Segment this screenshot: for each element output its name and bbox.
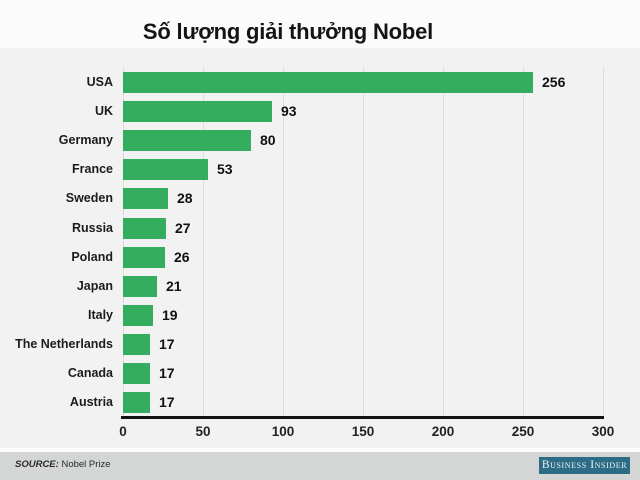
value-label: 256 xyxy=(542,74,566,90)
value-label: 17 xyxy=(159,336,175,352)
category-label: Sweden xyxy=(65,191,113,205)
bar xyxy=(123,188,168,209)
x-tick-label: 200 xyxy=(431,424,455,439)
bar xyxy=(123,72,533,93)
bar xyxy=(123,218,166,239)
value-label: 53 xyxy=(217,161,233,177)
value-label: 27 xyxy=(175,220,191,236)
category-label: Japan xyxy=(76,279,113,293)
bar xyxy=(123,276,157,297)
category-label: Russia xyxy=(72,221,113,235)
bar xyxy=(123,392,150,413)
bar-row: Russia 27 xyxy=(0,218,640,239)
business-insider-logo: Business Insider xyxy=(539,457,630,474)
value-label: 19 xyxy=(162,307,178,323)
bar xyxy=(123,247,165,268)
value-label: 26 xyxy=(174,249,190,265)
category-label: USA xyxy=(86,75,113,89)
x-tick-label: 300 xyxy=(591,424,615,439)
gridline xyxy=(283,68,284,417)
bar-row: Japan 21 xyxy=(0,276,640,297)
gridline xyxy=(203,68,204,417)
value-label: 21 xyxy=(166,278,182,294)
x-tick-label: 250 xyxy=(511,424,535,439)
value-label: 28 xyxy=(177,190,193,206)
x-tick-label: 100 xyxy=(271,424,295,439)
chart-title: Số lượng giải thưởng Nobel xyxy=(142,19,434,44)
bar xyxy=(123,305,153,326)
category-label: The Netherlands xyxy=(15,337,113,351)
bar-row: Sweden 28 xyxy=(0,188,640,209)
bar xyxy=(123,334,150,355)
gridline xyxy=(443,68,444,417)
footer-bar: SOURCE: Nobel Prize Business Insider xyxy=(0,452,640,480)
bar-row: Italy 19 xyxy=(0,305,640,326)
bar-row: Poland 26 xyxy=(0,247,640,268)
gridline xyxy=(523,68,524,417)
x-tick-label: 150 xyxy=(351,424,375,439)
source-note: SOURCE: Nobel Prize xyxy=(15,459,111,470)
source-label: SOURCE: xyxy=(15,459,59,470)
value-label: 93 xyxy=(281,103,297,119)
bar xyxy=(123,130,251,151)
category-label: Poland xyxy=(71,250,113,264)
category-label: Austria xyxy=(69,395,113,409)
gridline xyxy=(603,68,604,417)
bar-row: UK 93 xyxy=(0,101,640,122)
x-tick-label: 0 xyxy=(119,424,127,439)
bar-row: France 53 xyxy=(0,159,640,180)
bar xyxy=(123,159,208,180)
bar xyxy=(123,363,150,384)
x-tick-label: 50 xyxy=(195,424,211,439)
x-axis-line xyxy=(121,416,604,419)
value-label: 17 xyxy=(159,365,175,381)
source-value: Nobel Prize xyxy=(61,459,111,470)
gridline xyxy=(123,68,124,417)
value-label: 80 xyxy=(260,132,276,148)
value-label: 17 xyxy=(159,394,175,410)
bar-row: Germany 80 xyxy=(0,130,640,151)
bar-row: USA 256 xyxy=(0,72,640,93)
category-label: Germany xyxy=(58,133,113,147)
category-label: Canada xyxy=(67,366,113,380)
bar-row: Canada 17 xyxy=(0,363,640,384)
gridline xyxy=(363,68,364,417)
category-label: Italy xyxy=(87,308,113,322)
bar-row: Austria 17 xyxy=(0,392,640,413)
category-label: France xyxy=(72,162,113,176)
bar-row: The Netherlands 17 xyxy=(0,334,640,355)
category-label: UK xyxy=(94,104,113,118)
plot-background xyxy=(0,48,640,448)
bar xyxy=(123,101,272,122)
